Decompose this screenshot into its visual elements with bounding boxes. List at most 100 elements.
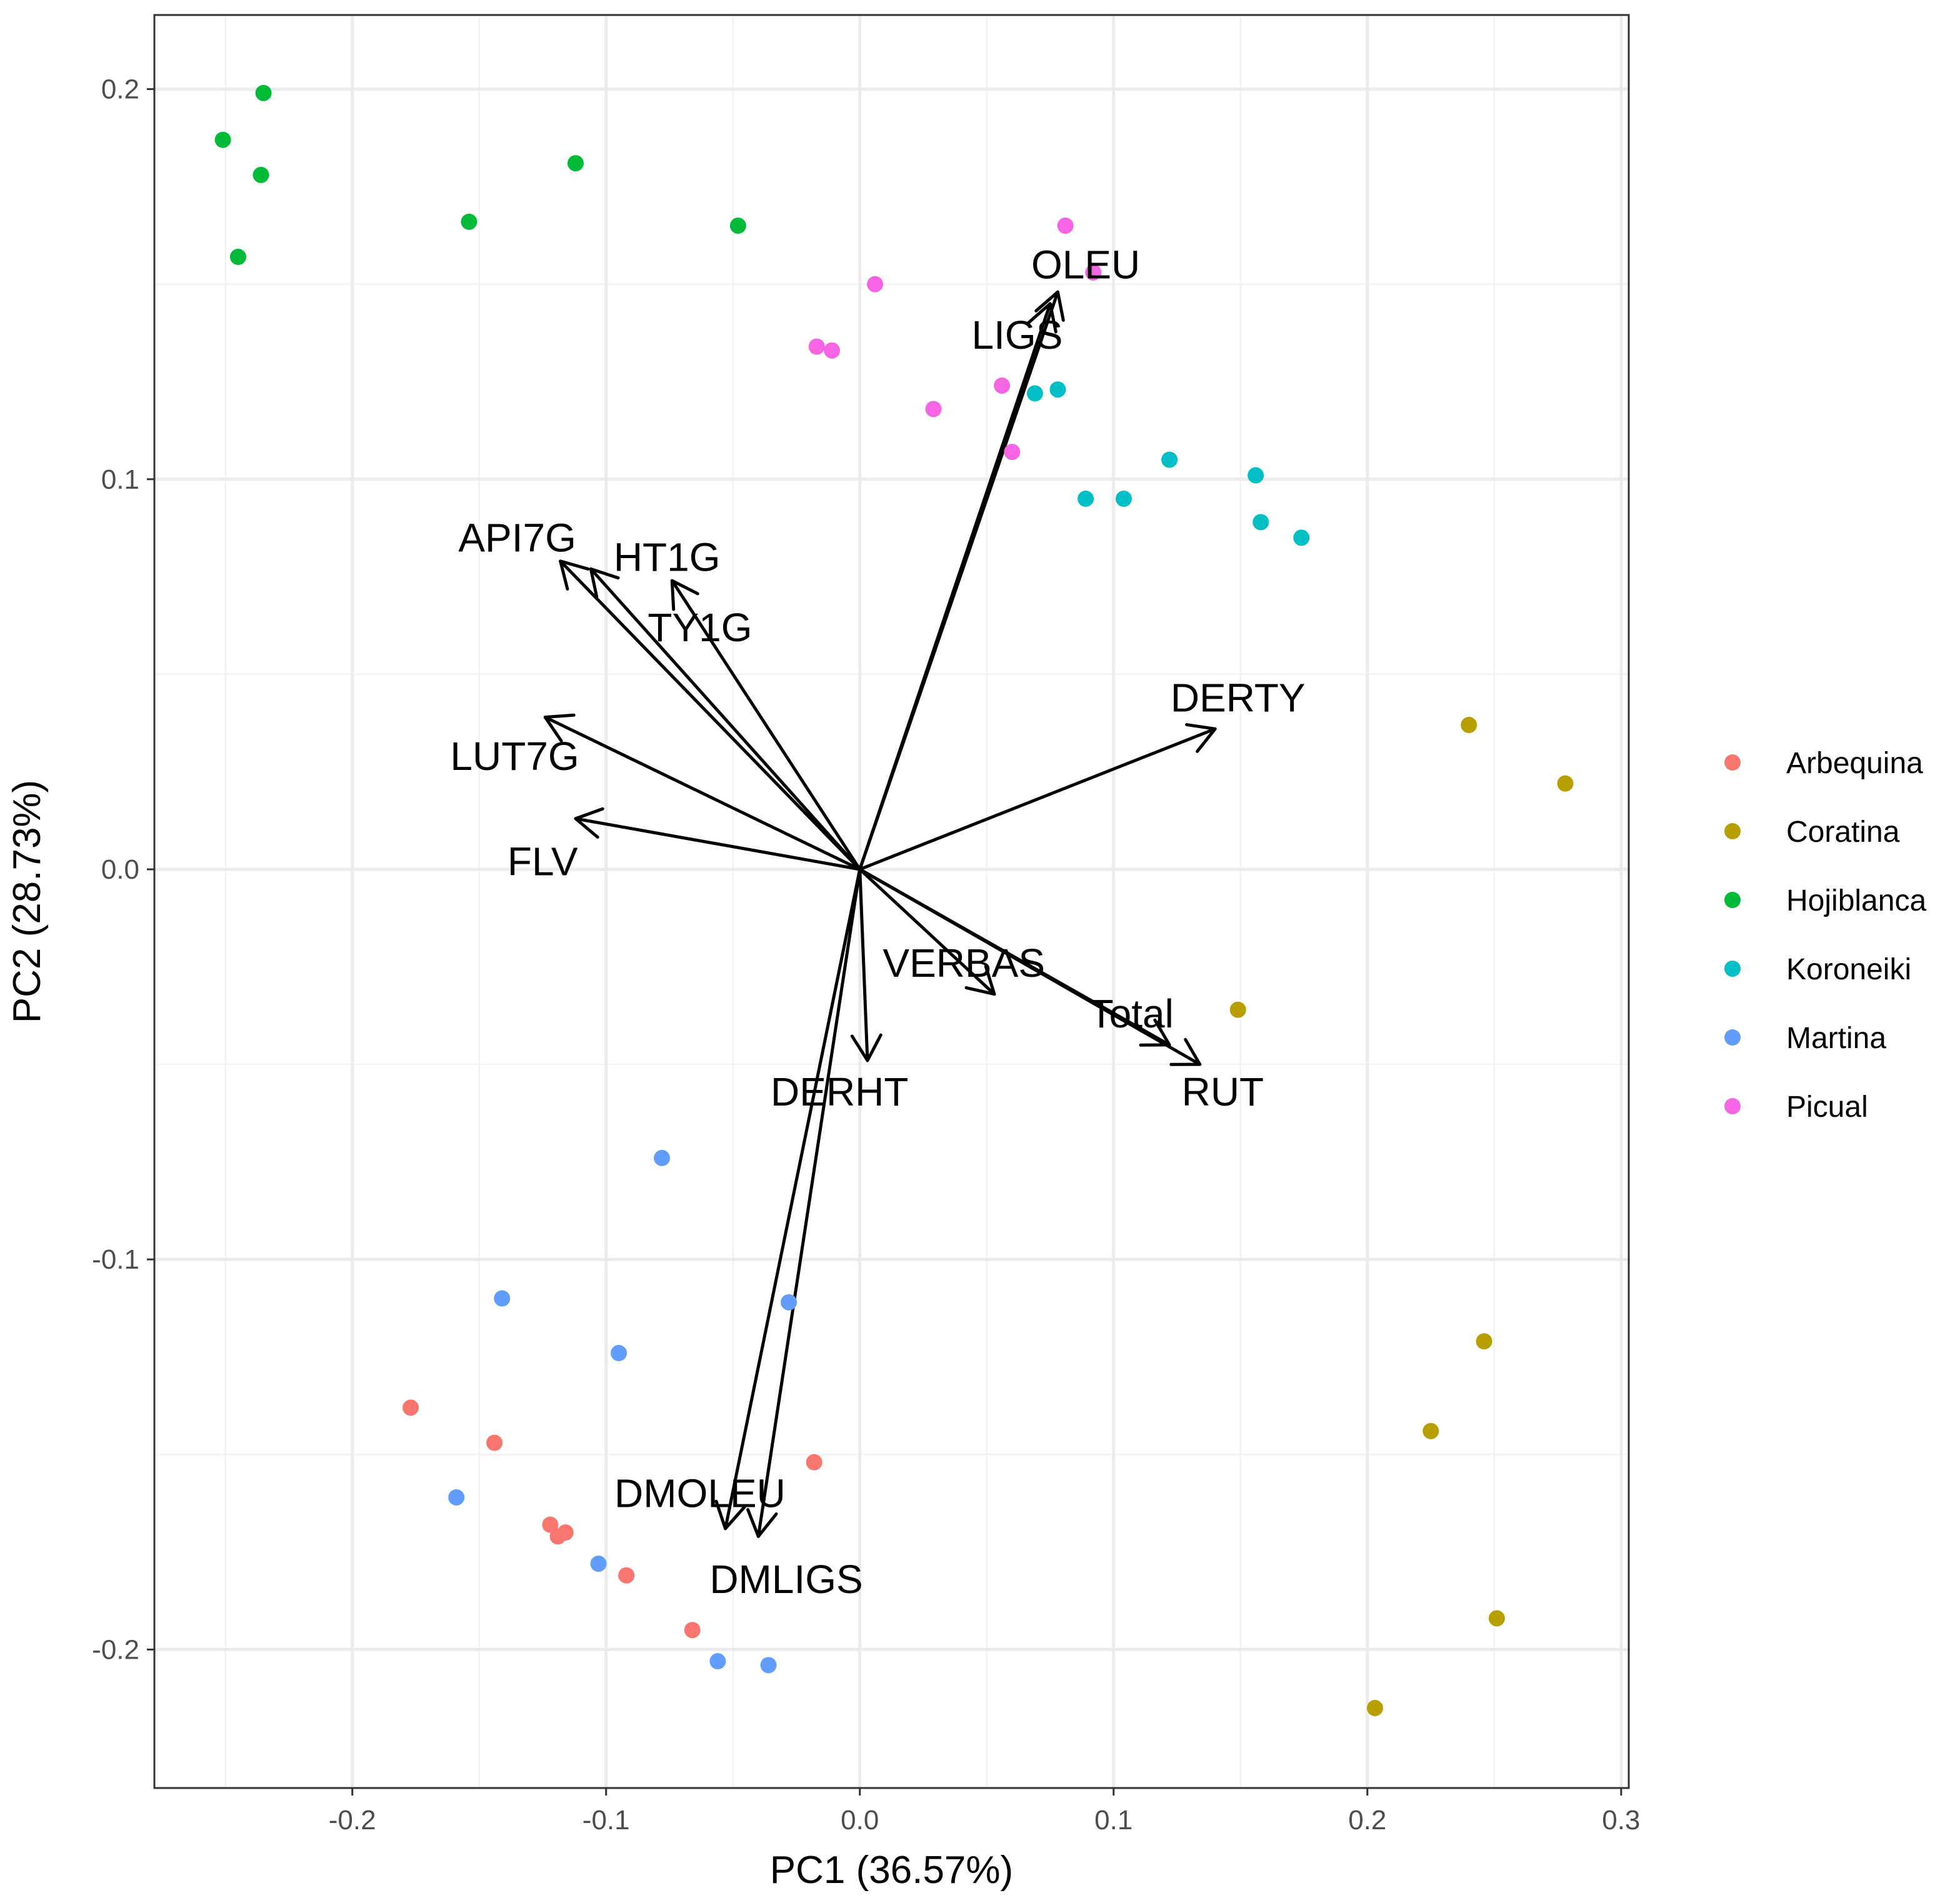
loading-arrows [543,290,1217,1538]
series-koroneiki [1026,381,1310,546]
data-point-arbequina [542,1516,559,1533]
loading-arrow-shaft [756,867,862,1538]
loading-arrow-dmligs [746,867,862,1538]
loading-label-derht: DERHT [771,1069,908,1114]
legend: Arbequina Coratina Hojiblanca Koroneiki Mart… [1724,747,1926,1124]
series-arbequina [402,1399,822,1639]
loading-arrow-verbas [858,867,996,996]
data-point-martina [448,1489,465,1506]
legend-label: Koroneiki [1786,953,1911,986]
legend-item-hojiblanca: Hojiblanca [1724,884,1926,917]
data-point-arbequina [618,1567,635,1584]
data-point-arbequina [557,1524,574,1541]
loading-arrow-shaft [858,867,996,996]
loading-arrow-head [964,965,996,996]
legend-item-koroneiki: Koroneiki [1724,953,1911,986]
data-point-koroneiki [1026,385,1043,402]
loading-label-ty1g: TY1G [648,605,752,650]
data-point-koroneiki [1293,529,1310,546]
x-tick-label: -0.1 [582,1805,630,1836]
legend-key [1724,754,1741,771]
loading-arrow-ligs [858,302,1058,871]
data-point-martina [709,1653,726,1670]
data-point-arbequina [684,1622,701,1639]
series-coratina [1229,717,1574,1717]
loading-label-api7g: API7G [458,515,576,560]
loading-arrow-head [850,1033,882,1062]
legend-label: Martina [1786,1022,1886,1055]
data-point-picual [1085,264,1102,281]
data-point-hojiblanca [252,166,269,183]
x-tick-label: 0.3 [1602,1805,1640,1836]
loading-arrow-shaft [858,867,1202,1066]
sample-points [214,84,1574,1717]
loading-label-ligs: LIGS [972,312,1063,357]
data-point-koroneiki [1116,491,1132,507]
loading-arrow-head [543,713,576,743]
x-axis-title: PC1 (36.57%) [770,1849,1013,1892]
y-tick-label: -0.1 [92,1244,139,1275]
loading-label-flv: FLV [508,839,578,884]
data-point-picual [1057,217,1074,234]
loading-label-dmligs: DMLIGS [709,1557,862,1602]
data-point-koroneiki [1161,451,1178,468]
loading-arrow-shaft [858,727,1217,871]
series-hojiblanca [214,84,746,266]
grid-lines [154,15,1629,1788]
data-point-hojiblanca [729,217,746,234]
loading-arrow-shaft [724,867,862,1531]
legend-item-picual: Picual [1724,1091,1868,1124]
series-picual [808,217,1102,461]
data-point-hojiblanca [255,84,272,101]
loading-arrow-shaft [858,302,1052,871]
x-tick-label: 0.1 [1094,1805,1132,1836]
data-point-picual [1004,444,1021,461]
data-point-hojiblanca [214,131,231,148]
loading-arrow-flv [574,807,862,871]
legend-item-martina: Martina [1724,1022,1886,1055]
y-tick-label: -0.2 [92,1634,139,1665]
loading-arrow-ty1g [670,579,862,871]
loading-label-oleu: OLEU [1031,242,1140,287]
data-point-picual [824,342,841,359]
loading-arrow-head [746,1508,778,1538]
x-tick-label: 0.0 [841,1805,879,1836]
data-point-martina [494,1290,511,1307]
data-point-coratina [1422,1422,1439,1439]
loading-label-verbas: VERBAS [882,941,1045,986]
data-point-coratina [1461,717,1478,734]
data-point-coratina [1557,775,1574,792]
loading-arrow-dmoleu [714,867,862,1531]
data-point-martina [781,1294,798,1311]
loading-labels: OLEU LIGS API7G HT1G TY1G LUT7G FLV DERTY VERBAS… [450,242,1305,1602]
legend-label: Coratina [1786,816,1900,849]
legend-label: Hojiblanca [1786,884,1926,917]
loading-arrow-shaft [858,867,869,1062]
loading-label-total: Total [1089,991,1174,1036]
series-martina [448,1149,798,1674]
loading-arrow-shaft [559,559,862,871]
data-point-arbequina [402,1399,419,1416]
data-point-hojiblanca [229,249,246,266]
loading-label-ht1g: HT1G [614,535,721,580]
x-tick-label: 0.2 [1348,1805,1386,1836]
data-point-coratina [1488,1610,1505,1627]
loading-arrow-derht [850,867,882,1062]
loading-arrow-api7g [559,559,862,871]
legend-key [1724,823,1741,839]
data-point-hojiblanca [461,213,478,230]
panel-border [153,14,1630,1789]
loading-arrow-head [559,559,590,591]
loading-label-dmoleu: DMOLEU [614,1471,786,1516]
y-tick-label: 0.2 [101,74,139,105]
data-point-koroneiki [1078,491,1094,507]
loading-arrow-lut7g [543,713,862,871]
loading-arrow-head [670,579,699,611]
loading-arrow-shaft [670,579,862,871]
y-tick-label: 0.1 [101,464,139,495]
data-point-picual [994,377,1011,394]
data-point-picual [925,401,942,417]
x-tick-label: -0.2 [329,1805,376,1836]
loading-arrow-derty [858,723,1217,871]
data-point-coratina [1229,1001,1246,1018]
